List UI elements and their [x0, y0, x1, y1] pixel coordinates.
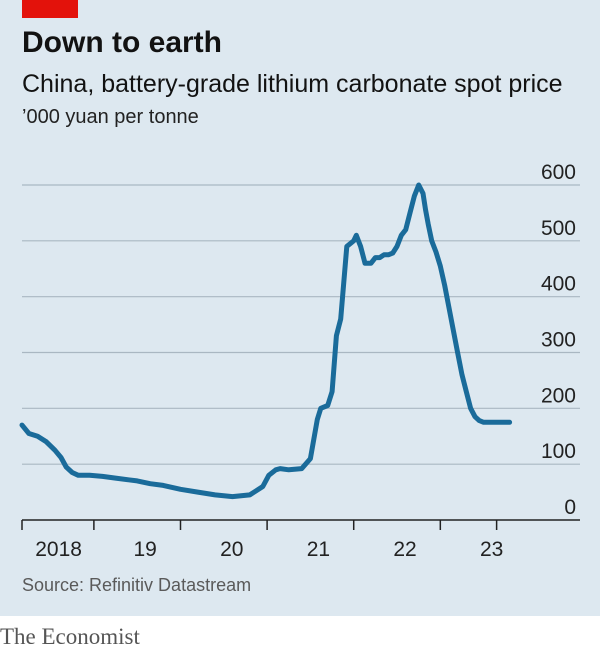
y-tick-label: 500: [541, 217, 576, 240]
x-tick-label: 2018: [35, 538, 82, 561]
x-tick-label: 21: [307, 538, 330, 561]
y-tick-label: 300: [541, 329, 576, 352]
series-line: [19, 182, 513, 500]
y-tick-label: 600: [541, 161, 576, 184]
x-tick-label: 19: [134, 538, 157, 561]
x-tick-label: 22: [393, 538, 416, 561]
line-chart: 0 100 200 300 400 500 600 2018 19 20 21 22 23: [19, 161, 580, 561]
publisher-logo: The Economist: [0, 624, 140, 649]
brand-tag: [22, 0, 78, 18]
x-tick-label: 23: [480, 538, 503, 561]
chart-subtitle: China, battery-grade lithium carbonate s…: [22, 70, 563, 98]
chart-panel: [0, 0, 600, 616]
y-tick-label: 0: [564, 496, 576, 519]
y-tick-label: 200: [541, 384, 576, 407]
chart-title: Down to earth: [22, 26, 222, 59]
unit-label: ’000 yuan per tonne: [22, 106, 199, 128]
y-tick-label: 400: [541, 273, 576, 296]
source-note: Source: Refinitiv Datastream: [22, 575, 252, 595]
y-tick-label: 100: [541, 440, 576, 463]
x-tick-label: 20: [220, 538, 243, 561]
